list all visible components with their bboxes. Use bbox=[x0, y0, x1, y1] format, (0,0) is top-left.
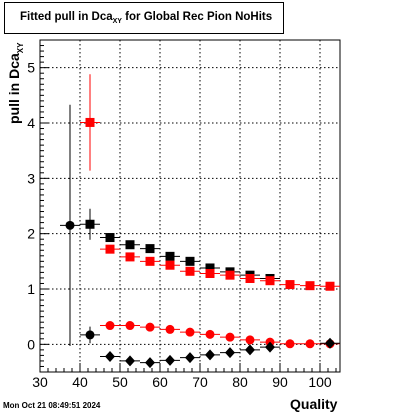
x-tick-label: 90 bbox=[272, 374, 288, 390]
data-point-square bbox=[85, 117, 95, 127]
timestamp: Mon Oct 21 08:49:51 2024 bbox=[3, 401, 101, 410]
chart-title-box: Fitted pull in DcaXY for Global Rec Pion… bbox=[4, 2, 284, 34]
data-point-circle bbox=[105, 321, 115, 331]
y-tick-label: 4 bbox=[27, 115, 35, 131]
data-point-square bbox=[125, 252, 135, 262]
data-point-diamond bbox=[185, 352, 195, 364]
x-tick-label: 60 bbox=[152, 374, 168, 390]
data-point-square bbox=[285, 280, 295, 290]
x-tick-label: 80 bbox=[232, 374, 248, 390]
data-point-square bbox=[125, 240, 135, 250]
data-point-square bbox=[145, 256, 155, 266]
y-axis-label: pull in DcaXY bbox=[6, 42, 25, 124]
chart-title-subscript: XY bbox=[112, 18, 122, 25]
data-point-square bbox=[185, 266, 195, 276]
x-tick-label: 30 bbox=[32, 374, 48, 390]
data-point-diamond bbox=[105, 351, 115, 363]
data-point-square bbox=[265, 276, 275, 286]
data-point-circle bbox=[205, 329, 215, 339]
y-tick-label: 2 bbox=[27, 226, 35, 242]
data-point-circle bbox=[285, 339, 295, 349]
x-tick-label: 100 bbox=[308, 374, 332, 390]
data-point-square bbox=[105, 244, 115, 254]
plot-area bbox=[40, 40, 340, 372]
data-point-circle bbox=[85, 330, 95, 340]
data-point-circle bbox=[165, 324, 175, 334]
data-point-diamond bbox=[125, 355, 135, 367]
y-tick-label: 1 bbox=[27, 281, 35, 297]
data-point-circle bbox=[125, 321, 135, 331]
data-point-circle bbox=[305, 339, 315, 349]
data-point-circle bbox=[225, 332, 235, 342]
data-point-square bbox=[325, 281, 335, 291]
data-point-square bbox=[165, 260, 175, 270]
data-point-circle bbox=[185, 327, 195, 337]
data-point-diamond bbox=[325, 337, 335, 349]
data-point-circle bbox=[245, 335, 255, 345]
data-point-square bbox=[105, 233, 115, 243]
data-point-square bbox=[225, 270, 235, 280]
x-tick-label: 40 bbox=[72, 374, 88, 390]
chart-title-rest: for Global Rec Pion NoHits bbox=[121, 11, 273, 23]
x-axis-label: Quality bbox=[290, 396, 338, 412]
chart-title-main: Fitted pull in Dca bbox=[20, 11, 113, 23]
y-tick-label: 0 bbox=[27, 336, 35, 352]
data-point-diamond bbox=[205, 349, 215, 361]
data-point-square bbox=[305, 281, 315, 291]
data-point-square bbox=[245, 273, 255, 283]
data-point-diamond bbox=[165, 354, 175, 366]
data-point-diamond bbox=[225, 347, 235, 359]
data-point-circle bbox=[65, 220, 75, 230]
data-point-square bbox=[165, 251, 175, 261]
x-tick-label: 50 bbox=[112, 374, 128, 390]
y-tick-label: 3 bbox=[27, 170, 35, 186]
chart-title: Fitted pull in DcaXY for Global Rec Pion… bbox=[5, 11, 272, 25]
x-tick-label: 70 bbox=[192, 374, 208, 390]
data-point-square bbox=[145, 244, 155, 254]
data-point-square bbox=[205, 263, 215, 273]
y-axis-label-main: pull in Dca bbox=[6, 53, 22, 124]
data-point-square bbox=[205, 269, 215, 279]
y-tick-label: 5 bbox=[27, 60, 35, 76]
data-point-circle bbox=[145, 322, 155, 332]
data-point-diamond bbox=[265, 341, 275, 353]
data-point-diamond bbox=[145, 357, 155, 369]
data-point-square bbox=[185, 256, 195, 266]
y-axis-label-subscript: XY bbox=[16, 42, 25, 53]
data-point-square bbox=[85, 219, 95, 229]
data-point-diamond bbox=[245, 344, 255, 356]
